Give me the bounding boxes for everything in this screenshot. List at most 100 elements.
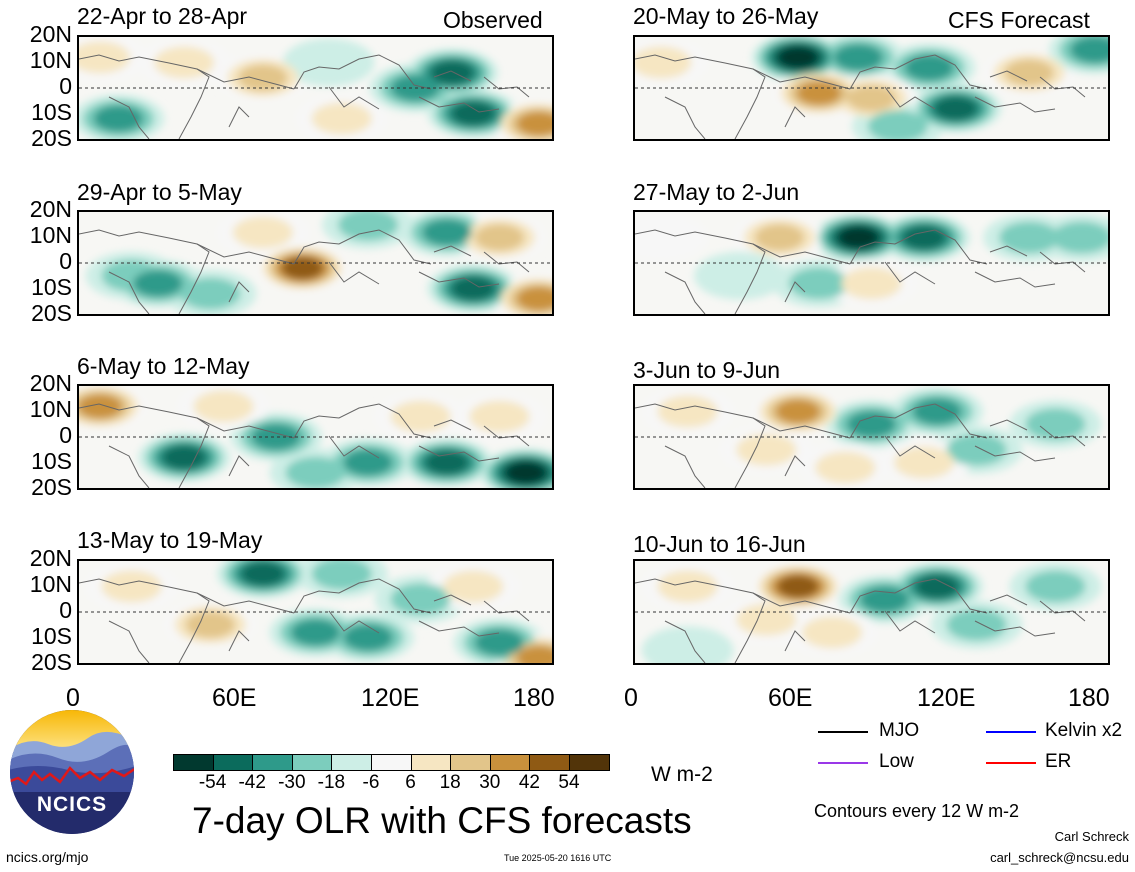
- olr-anomaly-field: [635, 387, 1108, 488]
- anomaly-region: [657, 395, 718, 428]
- coastline: [989, 245, 1028, 257]
- anomaly-region: [912, 398, 962, 425]
- anomaly-region: [162, 445, 207, 470]
- coastline: [378, 578, 432, 614]
- legend-line-er: [986, 762, 1036, 764]
- colorbar-tick-label: 6: [405, 772, 416, 793]
- anomaly-region: [285, 456, 346, 488]
- anomaly-region: [946, 608, 1007, 641]
- lat-label: 20N: [29, 196, 72, 222]
- coastline: [433, 245, 472, 257]
- coastline: [418, 445, 500, 462]
- lat-label: 20S: [31, 125, 72, 151]
- anomaly-region: [915, 574, 960, 599]
- observed-panel-title: 6-May to 12-May: [77, 353, 250, 379]
- lon-label: 120E: [361, 684, 420, 712]
- coastline: [934, 578, 988, 614]
- coastline: [433, 594, 472, 606]
- coastline: [784, 455, 806, 477]
- anomaly-region: [390, 583, 451, 616]
- coastline: [664, 271, 706, 314]
- coastline: [752, 68, 851, 90]
- anomaly-region: [846, 410, 897, 438]
- observed-panel-title: 29-Apr to 5-May: [77, 179, 242, 205]
- coastline: [196, 417, 295, 439]
- coastline: [849, 229, 936, 265]
- coastline: [108, 620, 150, 663]
- legend-label: ER: [1045, 751, 1072, 772]
- coastline: [378, 403, 432, 439]
- anomaly-region: [946, 433, 1007, 466]
- anomaly-region: [430, 60, 475, 85]
- coastline: [635, 578, 766, 663]
- legend-label: MJO: [879, 720, 920, 741]
- coastline: [328, 261, 380, 285]
- coastline: [228, 630, 250, 652]
- coastline: [228, 455, 250, 477]
- coastline: [433, 419, 472, 431]
- coastline: [108, 271, 150, 314]
- lon-label: 60E: [768, 684, 813, 712]
- anomaly-region: [505, 461, 547, 484]
- colorbar-tick-label: -54: [198, 772, 227, 793]
- colorbar-swatch: [450, 754, 491, 771]
- anomaly-region: [474, 629, 525, 656]
- anomaly-region: [902, 225, 947, 250]
- observed-label: Observed: [443, 7, 543, 33]
- observed-map: [77, 559, 554, 665]
- forecast-panel-title: 3-Jun to 9-Jun: [633, 357, 781, 383]
- anomaly-region: [251, 423, 301, 451]
- coastline: [974, 445, 1056, 462]
- forecast-panel-title: 27-May to 2-Jun: [633, 179, 800, 205]
- lat-label: 20N: [29, 545, 72, 571]
- lat-label: 0: [59, 422, 72, 448]
- anomaly-region: [451, 276, 496, 301]
- coastline: [293, 54, 380, 90]
- forecast-panel-title: 20-May to 26-May: [633, 3, 819, 29]
- ncics-logo: NCICS: [10, 710, 134, 834]
- lat-label: 20N: [29, 21, 72, 47]
- legend-line-kelvin: [986, 731, 1036, 733]
- colorbar-swatch: [568, 754, 610, 771]
- anomaly-region: [775, 399, 820, 424]
- observed-map: [77, 384, 554, 490]
- lat-label: 10N: [29, 47, 72, 73]
- coastline: [635, 229, 766, 314]
- anomaly-region: [815, 451, 876, 484]
- lat-label: 10N: [29, 396, 72, 422]
- forecast-map: [633, 559, 1110, 665]
- anomaly-region: [788, 267, 849, 300]
- coastline: [328, 435, 380, 459]
- colorbar-tick-label: -18: [317, 772, 346, 793]
- coastline: [989, 594, 1028, 606]
- colorbar-swatch: [173, 754, 214, 771]
- lat-label: 10S: [31, 448, 72, 474]
- colorbar-swatch: [212, 754, 254, 771]
- anomaly-region: [154, 46, 215, 79]
- legend-label: Low: [879, 751, 914, 772]
- lon-label: 180: [1068, 684, 1110, 712]
- anomaly-region: [1070, 37, 1108, 64]
- anomaly-region: [859, 585, 910, 613]
- coastline: [884, 261, 936, 285]
- coastline: [784, 281, 806, 303]
- anomaly-region: [777, 575, 819, 598]
- olr-anomaly-field: [79, 212, 552, 314]
- anomaly-region: [933, 96, 978, 121]
- colorbar-tick-label: -6: [362, 772, 380, 793]
- footer-author: Carl Schreck: [1054, 829, 1129, 844]
- anomaly-region: [282, 38, 375, 87]
- lon-label: 60E: [212, 684, 257, 712]
- coastline: [293, 403, 380, 439]
- colorbar-tick-label: 18: [439, 772, 461, 793]
- lat-label: 10N: [29, 222, 72, 248]
- lat-label: 0: [59, 597, 72, 623]
- coastline: [974, 620, 1056, 637]
- anomaly-region: [240, 561, 285, 586]
- anomaly-region: [999, 221, 1060, 254]
- olr-anomaly-field: [79, 37, 552, 139]
- olr-anomaly-field: [635, 213, 1108, 314]
- lat-label: 20N: [29, 370, 72, 396]
- coastline: [974, 271, 1056, 288]
- anomaly-region: [232, 216, 293, 249]
